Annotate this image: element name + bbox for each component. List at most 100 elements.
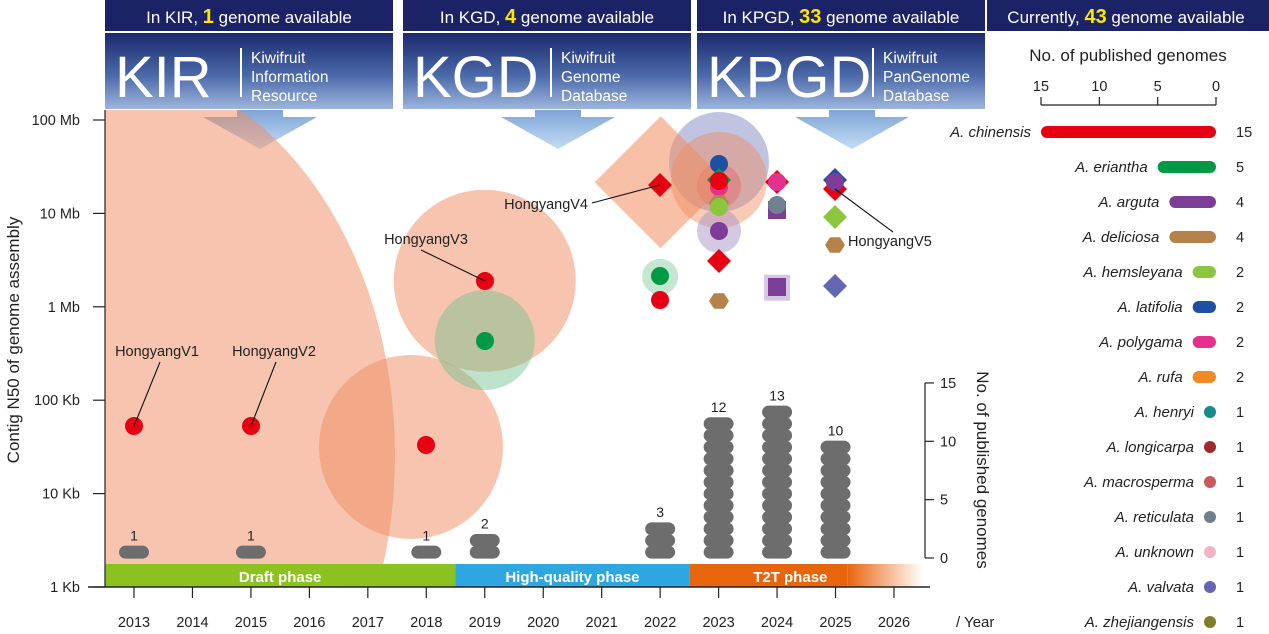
count-pill — [762, 545, 793, 559]
y-tick-label: 1 Kb — [50, 580, 80, 596]
count-pill — [703, 545, 734, 559]
count-pill — [762, 417, 793, 431]
species-legend: 15 10 5 0 A. chinensis 15 A. eriantha 5 A. argut… — [949, 79, 1252, 631]
legend-dot — [1204, 441, 1216, 453]
banner-name-line: Kiwifruit — [251, 50, 306, 67]
banner-header-text: In KGD, 4 genome available — [440, 6, 654, 28]
x-tick-label: 2025 — [819, 615, 851, 631]
legend-dot — [1204, 616, 1216, 628]
banner-name-line: Kiwifruit — [561, 50, 616, 67]
phase-high-quality-phase: High-quality phase — [455, 564, 690, 587]
count-label: 1 — [247, 527, 255, 543]
banner-header-bg — [105, 0, 393, 31]
legend-species-name: A. unknown — [1115, 544, 1194, 561]
banner-name-line: Resource — [251, 88, 317, 105]
count-label: 10 — [828, 422, 844, 438]
count-pill — [645, 545, 676, 559]
legend-item: A. polygama 2 — [1098, 334, 1244, 351]
legend-item: A. latifolia 2 — [1117, 299, 1244, 316]
x-tick-label: 2023 — [702, 615, 734, 631]
point-arguta — [768, 278, 786, 296]
banner-header-text: In KPGD, 33 genome available — [723, 6, 960, 28]
leader-line — [834, 188, 894, 233]
banner-header-bg — [697, 0, 985, 31]
annotations: HongyangV1 HongyangV2 HongyangV3 HongyangV4… — [115, 184, 932, 427]
phase-label: T2T phase — [753, 569, 827, 586]
legend-species-name: A. valvata — [1127, 579, 1194, 596]
y2-tick-label: 15 — [940, 376, 956, 392]
count-stack-2019: 2 — [469, 516, 500, 559]
count-label: 12 — [711, 399, 727, 415]
legend-species-name: A. macrosperma — [1083, 474, 1194, 491]
legend-tick-label: 0 — [1212, 79, 1220, 95]
bubble — [319, 355, 503, 539]
legend-item: A. unknown 1 — [1115, 544, 1244, 561]
banner-name-line: PanGenome — [883, 69, 970, 86]
phase-segment — [104, 564, 456, 587]
count-pill — [703, 428, 734, 442]
banner-name-line: Database — [883, 88, 949, 105]
count-stack-2023: 12 — [703, 399, 734, 559]
count-label: 3 — [656, 504, 664, 520]
count-pill — [820, 463, 851, 477]
count-pill — [235, 545, 266, 559]
legend-species-name: A. longicarpa — [1105, 439, 1194, 456]
database-banner-kpgd: In KPGD, 33 genome available KPGD Kiwifrui… — [697, 0, 985, 149]
legend-species-name: A. chinensis — [949, 124, 1031, 141]
count-pill — [645, 533, 676, 547]
legend-count: 1 — [1236, 615, 1244, 631]
count-pill — [469, 545, 500, 559]
banner-header-bg — [987, 0, 1269, 31]
count-pill — [820, 545, 851, 559]
legend-count: 2 — [1236, 370, 1244, 386]
phase-bar: Draft phase High-quality phase T2T phase — [104, 564, 924, 587]
count-pill — [762, 440, 793, 454]
count-pill — [820, 487, 851, 501]
point-chinensis — [707, 249, 731, 273]
annotation-label: HongyangV1 — [115, 344, 199, 360]
count-pill — [820, 498, 851, 512]
legend-species-name: A. arguta — [1097, 194, 1159, 211]
legend-count: 15 — [1236, 125, 1252, 141]
count-pill — [762, 487, 793, 501]
count-pill — [703, 522, 734, 536]
annotation-label: HongyangV3 — [384, 232, 468, 248]
x-tick-label: 2026 — [878, 615, 910, 631]
banner-name-line: Kiwifruit — [883, 50, 938, 67]
y2-tick-label: 0 — [940, 551, 948, 567]
x-axis-title: / Year — [956, 614, 994, 631]
count-pill — [469, 533, 500, 547]
legend-item: A. rufa 2 — [1137, 369, 1244, 386]
legend-bar — [1192, 301, 1216, 313]
annotation-hongyangv1: HongyangV1 — [115, 344, 199, 427]
point-deliciosa — [825, 237, 845, 253]
point-deliciosa — [709, 293, 729, 309]
count-pill — [703, 533, 734, 547]
legend-item: A. henryi 1 — [1134, 404, 1244, 421]
legend-item: A. zhejiangensis 1 — [1084, 614, 1244, 631]
point-reticulata — [768, 196, 786, 214]
legend-bar — [1169, 196, 1216, 208]
leader-line — [420, 249, 486, 282]
count-pill — [645, 522, 676, 536]
count-pill — [762, 533, 793, 547]
count-label: 13 — [769, 387, 785, 403]
legend-count: 1 — [1236, 580, 1244, 596]
y-tick-label: 10 Kb — [42, 487, 80, 503]
point-eriantha — [476, 332, 494, 350]
banner-header-bg — [403, 0, 691, 31]
x-tick-label: 2018 — [410, 615, 442, 631]
legend-tick-label: 10 — [1091, 79, 1107, 95]
y2-axis-title: No. of published genomes — [973, 371, 992, 569]
legend-bar — [1192, 336, 1216, 348]
count-pill — [762, 475, 793, 489]
legend-species-name: A. hemsleyana — [1082, 264, 1182, 281]
legend-count: 1 — [1236, 405, 1244, 421]
count-pill — [762, 463, 793, 477]
count-pill — [820, 475, 851, 489]
legend-dot — [1204, 476, 1216, 488]
count-stack-2024: 13 — [762, 387, 793, 559]
